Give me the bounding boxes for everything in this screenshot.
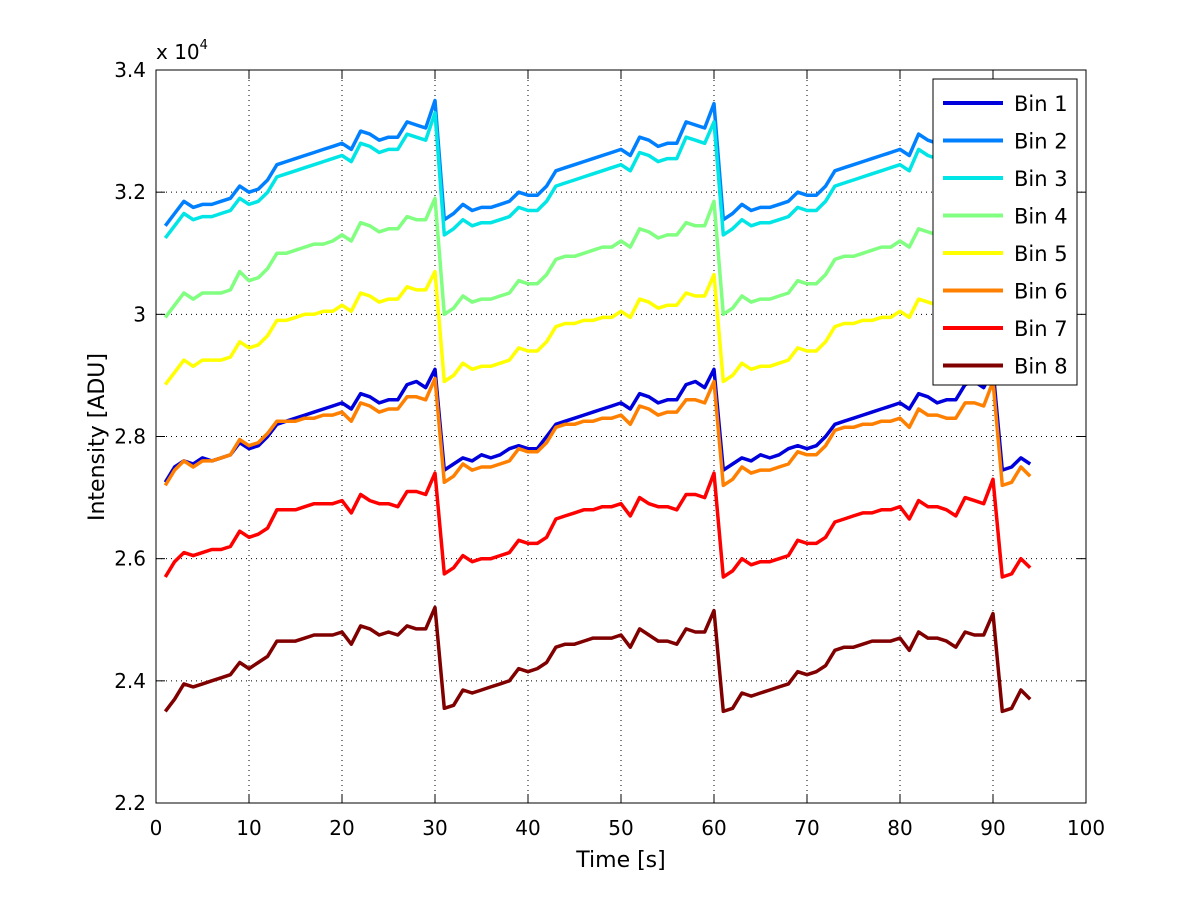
y-tick-label: 3.2 — [114, 180, 146, 204]
y-tick-label: 2.8 — [114, 425, 146, 449]
legend-label-bin-8: Bin 8 — [1014, 355, 1068, 379]
y-tick-label: 2.6 — [114, 547, 146, 571]
legend-label-bin-4: Bin 4 — [1014, 205, 1068, 229]
x-tick-label: 90 — [980, 816, 1005, 840]
y-tick-label: 2.4 — [114, 669, 146, 693]
series-line-bin-4 — [163, 196, 938, 319]
y-tick-label: 3.4 — [114, 58, 146, 82]
x-tick-label: 80 — [887, 816, 912, 840]
x-tick-label: 0 — [150, 816, 163, 840]
x-tick-label: 100 — [1067, 816, 1105, 840]
series-line-bin-2 — [163, 98, 938, 227]
y-axis-exponent-label: x 104 — [156, 38, 208, 64]
series-line-bin-5 — [163, 269, 938, 386]
y-tick-label: 2.2 — [114, 791, 146, 815]
x-axis-label: Time [s] — [575, 848, 665, 873]
exponent-base: x 10 — [156, 40, 200, 64]
grid-lines — [156, 70, 1086, 803]
legend-label-bin-1: Bin 1 — [1014, 92, 1068, 116]
legend-label-bin-6: Bin 6 — [1014, 280, 1068, 304]
series-line-bin-8 — [163, 605, 1032, 714]
series-line-bin-1 — [163, 367, 1032, 484]
x-tick-label: 60 — [701, 816, 726, 840]
legend-label-bin-7: Bin 7 — [1014, 317, 1068, 341]
y-axis-label: Intensity [ADU] — [85, 353, 110, 521]
legend-label-bin-5: Bin 5 — [1014, 242, 1068, 266]
series-line-bin-7 — [163, 471, 1032, 579]
y-tick-label: 3 — [133, 302, 146, 326]
legend-label-bin-3: Bin 3 — [1014, 167, 1068, 191]
series-line-bin-6 — [163, 376, 1032, 488]
x-tick-label: 70 — [794, 816, 819, 840]
data-series — [163, 98, 1032, 714]
x-tick-label: 50 — [608, 816, 633, 840]
x-tick-label: 30 — [422, 816, 447, 840]
exponent-power: 4 — [200, 38, 208, 53]
legend-label-bin-2: Bin 2 — [1014, 130, 1068, 154]
axis-ticks: 0 10 20 30 40 50 60 70 80 90 100 2.2 2.4 2.6 2.8 3 3.2 3.… — [114, 58, 1105, 840]
legend-box — [932, 78, 1078, 386]
legend: Bin 1 Bin 2 Bin 3 Bin 4 Bin 5 Bin 6 Bin 7 Bin 8 — [932, 78, 1078, 386]
series-line-bin-3 — [163, 111, 938, 240]
x-tick-label: 10 — [236, 816, 261, 840]
x-tick-label: 20 — [329, 816, 354, 840]
x-tick-label: 40 — [515, 816, 540, 840]
